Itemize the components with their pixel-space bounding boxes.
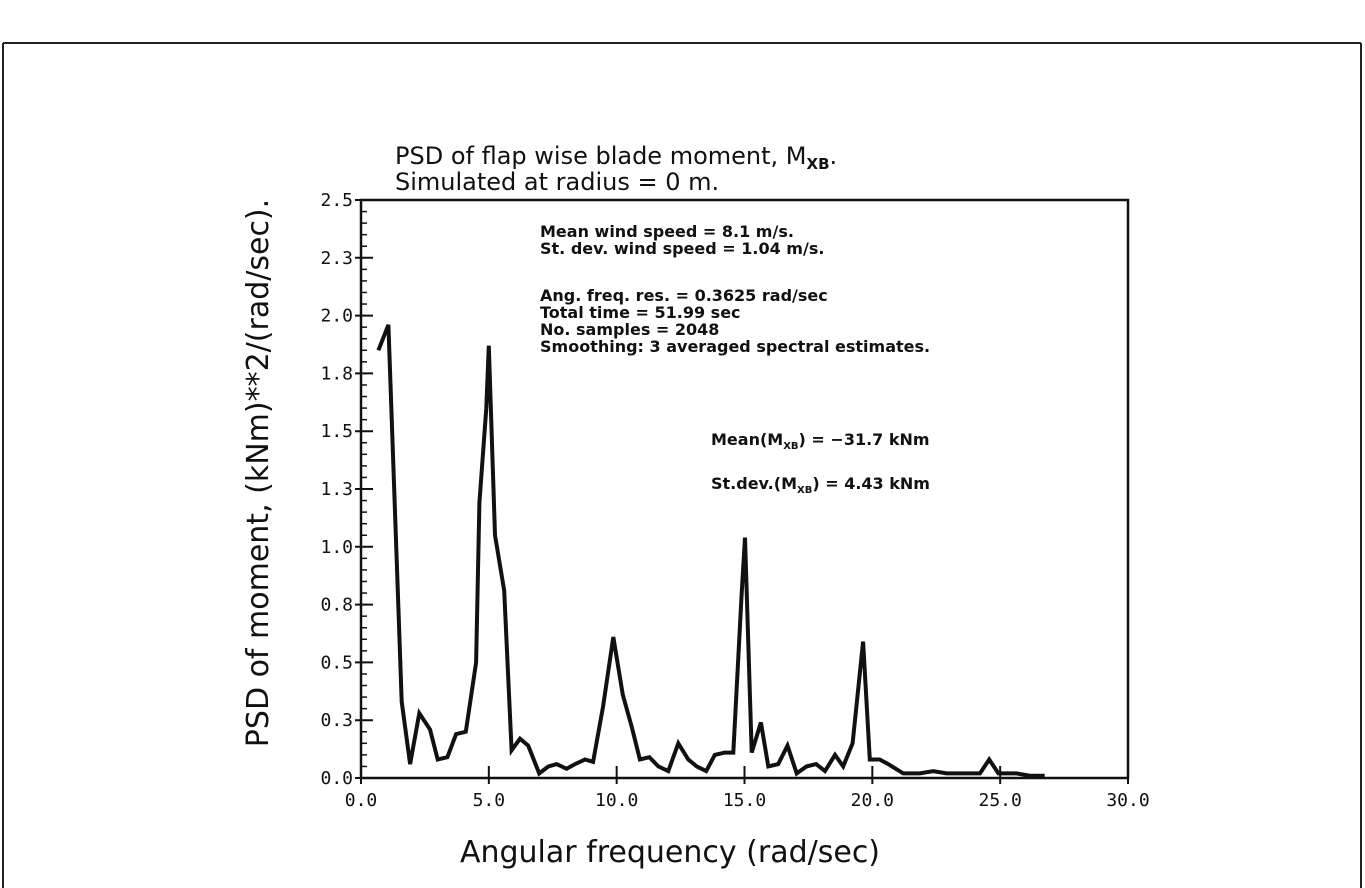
x-tick-label: 30.0 — [1106, 790, 1149, 811]
y-tick-label: 0.8 — [320, 595, 353, 616]
chart-title-line2: Simulated at radius = 0 m. — [395, 168, 719, 196]
annotation-freq-res: Ang. freq. res. = 0.3625 rad/sec — [540, 286, 828, 305]
y-tick-label: 0.3 — [320, 710, 353, 731]
annotation-mean-moment: Mean(MXB) = −31.7 kNm — [711, 430, 930, 452]
y-tick-label: 1.8 — [320, 363, 353, 384]
y-tick-label: 2.0 — [320, 306, 353, 327]
y-tick-label: 2.5 — [320, 190, 353, 211]
y-tick-label: 1.5 — [320, 421, 353, 442]
psd-series-line — [376, 324, 1045, 778]
annotation-std-moment: St.dev.(MXB) = 4.43 kNm — [711, 474, 930, 496]
annotation-block: Mean wind speed = 8.1 m/s. St. dev. wind… — [540, 222, 930, 356]
x-tick-label: 0.0 — [345, 790, 378, 811]
y-tick-label: 2.3 — [320, 248, 353, 269]
annotation-samples: No. samples = 2048 — [540, 320, 719, 339]
annotation-total-time: Total time = 51.99 sec — [540, 303, 741, 322]
y-tick-label: 1.3 — [320, 479, 353, 500]
annotation-smoothing: Smoothing: 3 averaged spectral estimates… — [540, 337, 930, 356]
y-tick-label: 0.5 — [320, 652, 353, 673]
x-tick-label: 25.0 — [978, 790, 1021, 811]
annotation-mean-wind: Mean wind speed = 8.1 m/s. — [540, 222, 794, 241]
x-tick-label: 20.0 — [851, 790, 894, 811]
x-axis-label: Angular frequency (rad/sec) — [460, 835, 880, 870]
x-tick-label: 5.0 — [473, 790, 506, 811]
y-tick-label: 0.0 — [320, 768, 353, 789]
chart-title-line1: PSD of flap wise blade moment, MXB. — [395, 142, 837, 173]
y-axis-label: PSD of moment, (kNm)**2/(rad/sec). — [241, 199, 276, 747]
x-tick-label: 15.0 — [723, 790, 766, 811]
x-tick-label: 10.0 — [595, 790, 638, 811]
y-tick-label: 1.0 — [320, 537, 353, 558]
annotation-std-wind: St. dev. wind speed = 1.04 m/s. — [540, 239, 824, 258]
